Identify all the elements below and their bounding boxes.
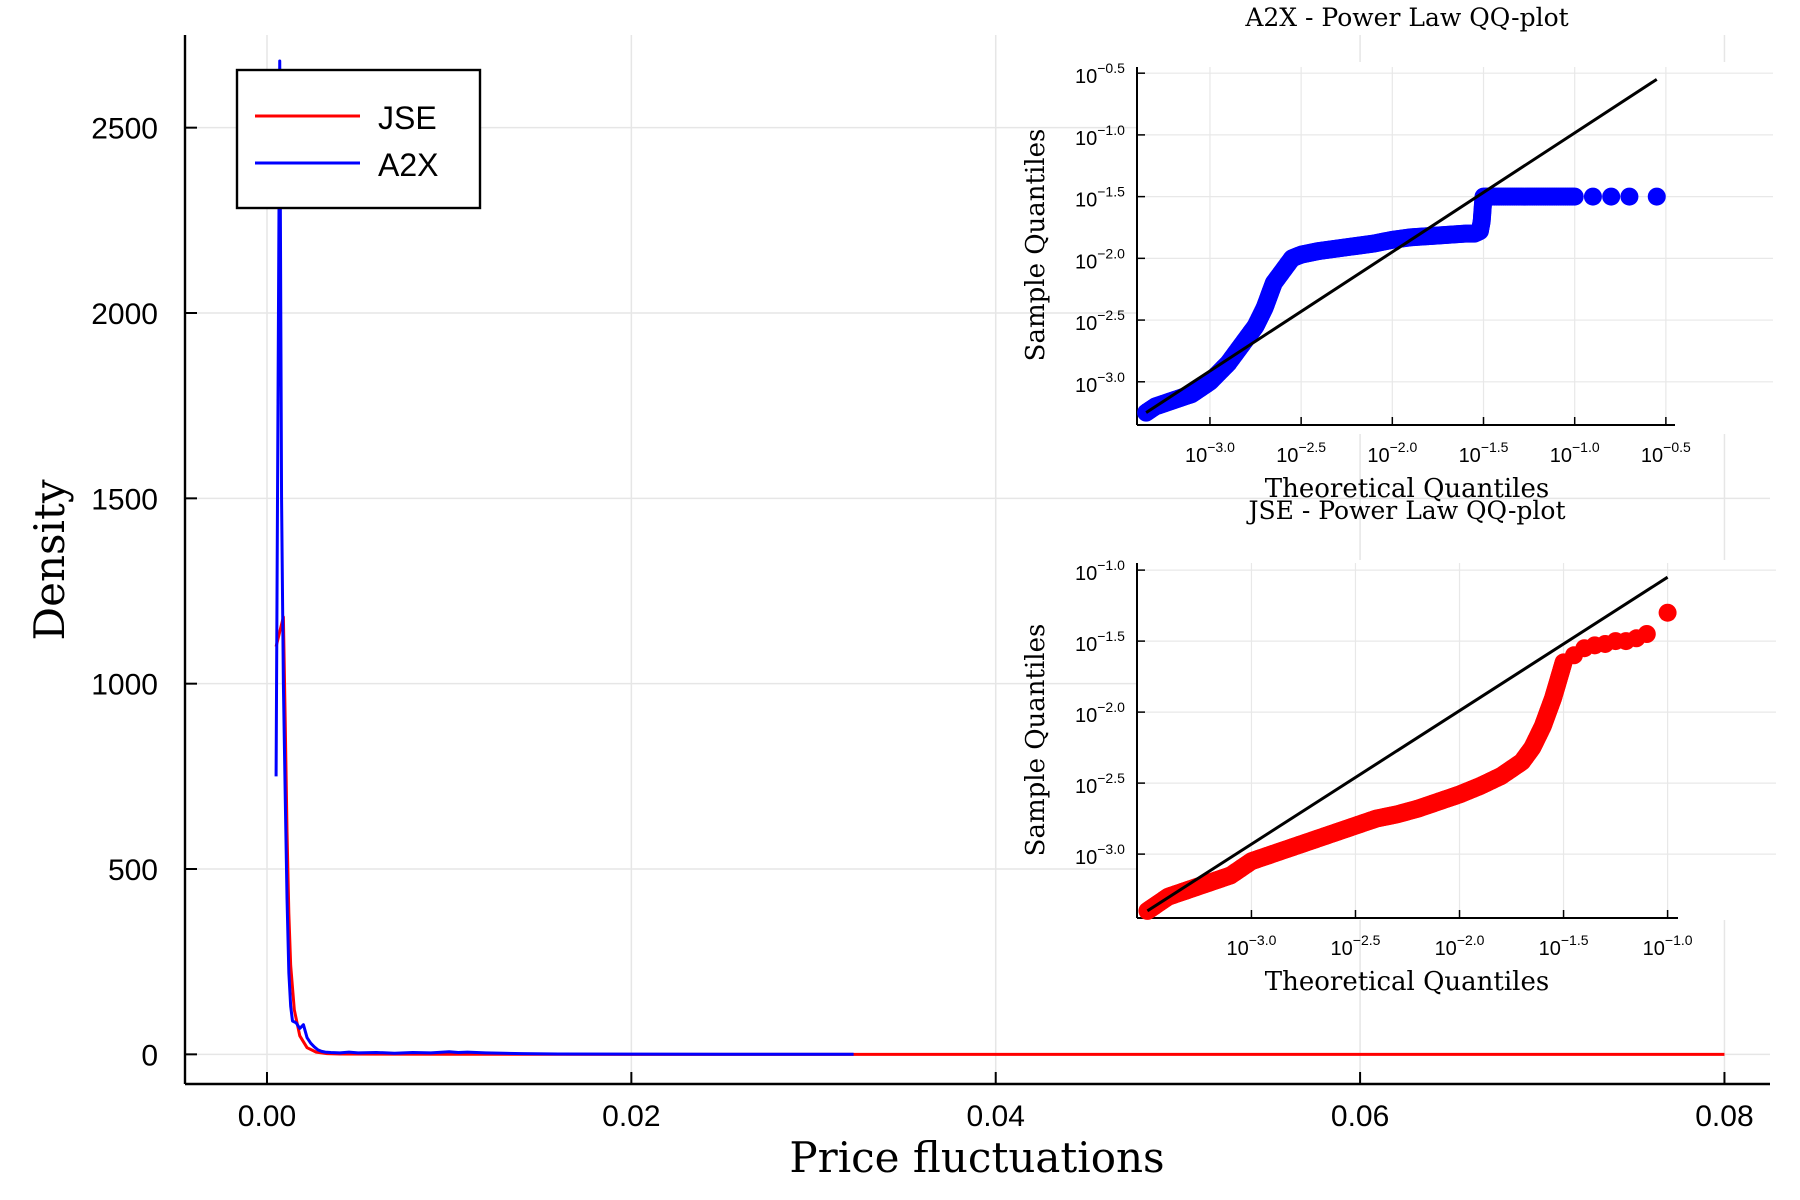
inset-jse-qq-plot: JSE - Power Law QQ-plot 10−3.0 10−2.5 10−2… [1021, 496, 1777, 997]
main-y-tick-label: 500 [108, 854, 158, 887]
main-x-tick-label: 0.06 [1331, 1100, 1389, 1133]
main-x-tick-label: 0.08 [1695, 1100, 1753, 1133]
a2x-data-point [1620, 187, 1639, 206]
inset-a2x-x-axis-label: Theoretical Quantiles [1265, 474, 1549, 504]
inset-a2x-y-axis-label: Sample Quantiles [1021, 129, 1051, 362]
legend-box [235, 68, 482, 210]
main-y-axis-label: Density [25, 479, 74, 640]
main-y-tick-label: 1000 [91, 669, 158, 702]
inset-jse-reference-line [1146, 575, 1669, 913]
a2x-data-point [1565, 187, 1584, 206]
main-y-tick-label: 2500 [91, 113, 158, 146]
a2x-reference-line [1145, 78, 1658, 414]
main-y-tick-label: 1500 [91, 483, 158, 516]
inset-jse-title: JSE - Power Law QQ-plot [1246, 496, 1566, 525]
main-y-tick-label: 2000 [91, 298, 158, 331]
a2x-data-point [1647, 187, 1666, 206]
jse-data-point [1658, 603, 1677, 622]
main-series [274, 59, 1725, 1056]
main-x-axis-label: Price fluctuations [789, 1133, 1164, 1182]
main-axes [183, 35, 1770, 1086]
inset-a2x-reference-line [1145, 78, 1658, 414]
inset-jse-y-axis-label: Sample Quantiles [1021, 624, 1051, 857]
main-x-tick-label: 0.04 [967, 1100, 1025, 1133]
series-line-a2x [274, 59, 854, 1056]
main-x-tick-label: 0.00 [238, 1100, 296, 1133]
a2x-data-point [1583, 187, 1602, 206]
inset-a2x-background [1137, 62, 1777, 434]
inset-a2x-title: A2X - Power Law QQ-plot [1244, 3, 1568, 32]
legend: JSE A2X [235, 68, 482, 210]
inset-jse-x-axis-label: Theoretical Quantiles [1265, 967, 1549, 997]
a2x-data-point [1602, 187, 1621, 206]
inset-jse-points [1138, 603, 1677, 920]
main-x-ticks: 0.00 0.02 0.04 0.06 0.08 [238, 1072, 1754, 1133]
jse-reference-line [1146, 575, 1669, 913]
inset-a2x-ticks: 10−3.0 10−2.5 10−2.0 10−1.5 10−1.0 10−0.510−0… [1075, 60, 1691, 467]
jse-data-point [1637, 625, 1656, 643]
main-x-tick-label: 0.02 [602, 1100, 660, 1133]
inset-a2x-qq-plot: A2X - Power Law QQ-plot 10−3.0 10−2.5 10−2… [1021, 3, 1777, 504]
legend-label-a2x: A2X [378, 147, 438, 183]
main-y-ticks: 0 500 1000 1500 2000 2500 [91, 113, 197, 1072]
legend-label-jse: JSE [378, 100, 437, 136]
main-y-tick-label: 0 [141, 1039, 158, 1072]
